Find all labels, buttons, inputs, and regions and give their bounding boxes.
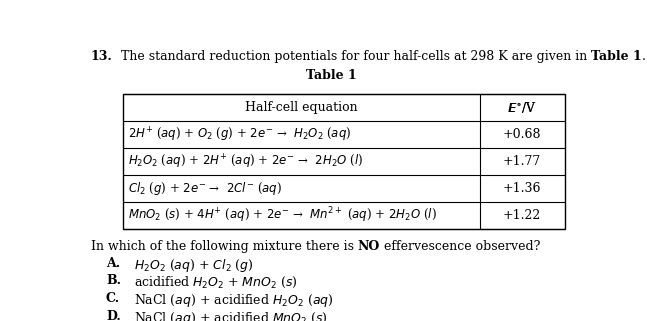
Text: $Cl_2$ ($g$) + $2e^{-}$ →  $2Cl^{-}$ ($aq$): $Cl_2$ ($g$) + $2e^{-}$ → $2Cl^{-}$ ($aq… (127, 180, 281, 197)
Text: In which of the following mixture there is: In which of the following mixture there … (91, 240, 358, 253)
Text: $E^{\circ}$/V: $E^{\circ}$/V (508, 100, 536, 115)
Text: NaCl ($aq$) + acidified $MnO_2$ ($s$): NaCl ($aq$) + acidified $MnO_2$ ($s$) (133, 310, 327, 321)
Text: $2H^{+}$ ($aq$) + $O_2$ ($g$) + $2e^{-}$ →  $H_2O_2$ ($aq$): $2H^{+}$ ($aq$) + $O_2$ ($g$) + $2e^{-}$… (127, 126, 351, 144)
Text: $H_2O_2$ ($aq$) + $Cl_2$ ($g$): $H_2O_2$ ($aq$) + $Cl_2$ ($g$) (133, 256, 253, 273)
Text: Half-cell equation: Half-cell equation (245, 101, 358, 114)
Text: $MnO_2$ ($s$) + $4H^{+}$ ($aq$) + $2e^{-}$ →  $Mn^{2+}$ ($aq$) + $2H_2O$ ($l$): $MnO_2$ ($s$) + $4H^{+}$ ($aq$) + $2e^{-… (127, 205, 436, 225)
Text: NaCl ($aq$) + acidified $H_2O_2$ ($aq$): NaCl ($aq$) + acidified $H_2O_2$ ($aq$) (133, 292, 333, 309)
Text: +1.36: +1.36 (503, 182, 542, 195)
Text: The standard reduction potentials for four half-cells at 298 K are given in: The standard reduction potentials for fo… (113, 50, 591, 63)
Text: +0.68: +0.68 (503, 128, 542, 141)
Text: .: . (642, 50, 646, 63)
Text: acidified $H_2O_2$ + $MnO_2$ ($s$): acidified $H_2O_2$ + $MnO_2$ ($s$) (133, 274, 297, 290)
Text: +1.22: +1.22 (503, 209, 542, 222)
Text: C.: C. (106, 292, 120, 305)
Text: $H_2O_2$ ($aq$) + $2H^{+}$ ($aq$) + $2e^{-}$ →  $2H_2O$ ($l$): $H_2O_2$ ($aq$) + $2H^{+}$ ($aq$) + $2e^… (127, 152, 363, 171)
Text: NO: NO (358, 240, 380, 253)
Text: +1.77: +1.77 (503, 155, 542, 168)
Text: 13.: 13. (91, 50, 113, 63)
Text: D.: D. (106, 310, 121, 321)
Text: Table 1: Table 1 (306, 69, 357, 82)
Text: B.: B. (106, 274, 121, 287)
Text: Table 1: Table 1 (591, 50, 642, 63)
Text: A.: A. (106, 256, 120, 270)
Text: $E^{\circ}$/V: $E^{\circ}$/V (507, 100, 537, 115)
Text: effervescence observed?: effervescence observed? (380, 240, 540, 253)
